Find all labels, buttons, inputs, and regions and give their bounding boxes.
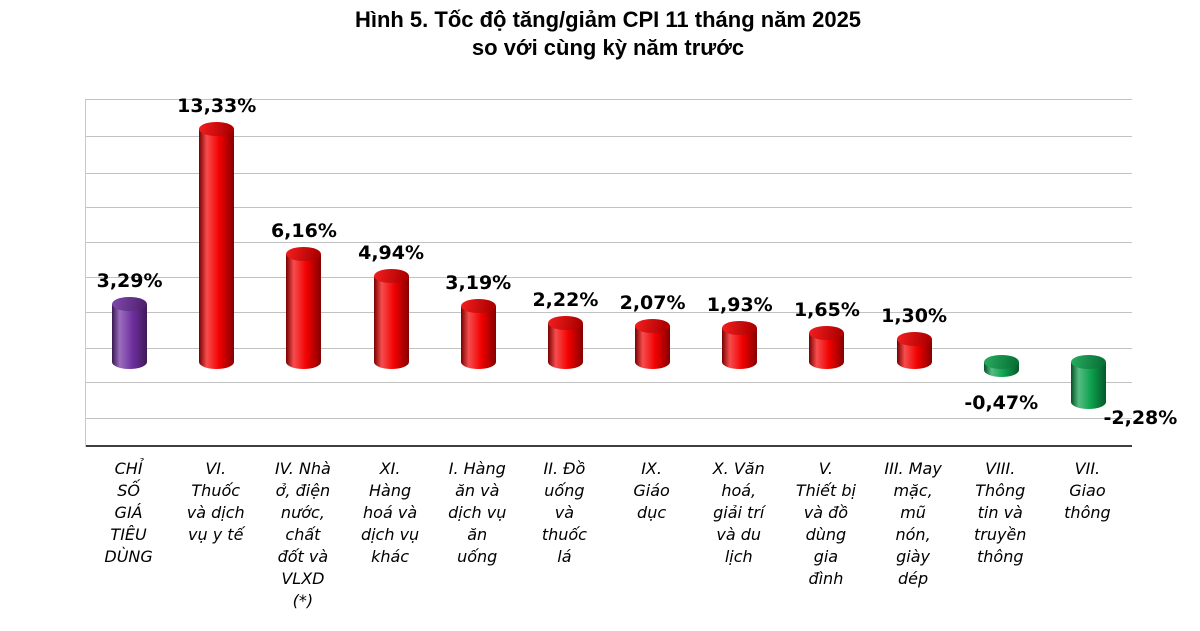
bar-value-label-2: 6,16%: [270, 220, 337, 243]
gridline: [86, 136, 1132, 137]
bar-top-cap: [722, 321, 758, 336]
bar-cylinder-2: [286, 254, 322, 362]
bar-cylinder-1: [199, 128, 235, 362]
category-label-3: XI. Hàng hoá và dịch vụ khác: [360, 459, 420, 566]
bar-top-cap: [809, 326, 845, 341]
category-label-10: VIII. Thông tin và truyền thông: [974, 459, 1027, 566]
category-label-7: X. Văn hoá, giải trí và du lịch: [712, 459, 765, 566]
bar-value-label-6: 2,07%: [619, 291, 686, 314]
category-label-5: II. Đồ uống và thuốc lá: [541, 459, 587, 566]
category-label-4: I. Hàng ăn và dịch vụ ăn uống: [448, 459, 507, 566]
bar-top-cap: [547, 316, 583, 331]
bar-value-label-7: 1,93%: [706, 294, 773, 317]
category-label-11: VII. Giao thông: [1064, 459, 1111, 522]
category-label-0: CHỈ SỐ GIÁ TIÊU DÙNG: [104, 459, 153, 566]
bar-value-label-0: 3,29%: [96, 270, 163, 293]
gridline: [86, 277, 1132, 278]
gridline: [86, 99, 1132, 100]
chart-title-line2: so với cùng kỳ năm trước: [471, 35, 745, 60]
gridline: [86, 382, 1132, 383]
gridline: [86, 312, 1132, 313]
chart-title-line1: Hình 5. Tốc độ tăng/giảm CPI 11 tháng nă…: [354, 7, 862, 32]
bar-value-label-4: 3,19%: [445, 272, 512, 295]
gridline: [86, 418, 1132, 419]
bar-top-cap: [635, 318, 671, 333]
bar-value-label-8: 1,65%: [793, 299, 860, 322]
bar-value-label-1: 13,33%: [177, 94, 257, 117]
bar-top-cap: [983, 355, 1019, 369]
bar-top-cap: [286, 247, 322, 262]
category-label-2: IV. Nhà ở, điện nước, chất đốt và VLXD (…: [274, 459, 331, 610]
bar-cylinder-4: [460, 306, 496, 362]
bar-top-cap: [1070, 355, 1106, 369]
bar-cylinder-0: [112, 304, 148, 362]
category-label-1: VI. Thuốc và dịch vụ y tế: [186, 459, 245, 544]
gridline: [86, 173, 1132, 174]
bar-cylinder-3: [373, 275, 409, 362]
bar-top-cap: [112, 297, 148, 312]
bar-value-label-10: -0,47%: [964, 392, 1039, 415]
bar-value-label-9: 1,30%: [881, 305, 948, 328]
bar-top-cap: [373, 268, 409, 283]
x-axis-line: [86, 445, 1132, 447]
bar-top-cap: [896, 332, 932, 347]
bar-value-label-5: 2,22%: [532, 289, 599, 312]
category-labels: CHỈ SỐ GIÁ TIÊU DÙNG VI. Thuốc và dịch vụ…: [85, 458, 1131, 628]
chart-title: Hình 5. Tốc độ tăng/giảm CPI 11 tháng nă…: [85, 6, 1131, 62]
plot-area: 3,29% 13,33% 6,16% 4,94% 3,19% 2,22% 2,07% 1,93…: [85, 94, 1177, 447]
gridline: [86, 348, 1132, 349]
category-label-8: V. Thiết bị và đồ dùng gia đình: [795, 459, 856, 588]
category-label-6: IX. Giáo dục: [633, 459, 670, 522]
bar-top-cap: [460, 299, 496, 314]
bar-top-cap: [199, 121, 235, 136]
gridline: [86, 207, 1132, 208]
gridline: [86, 242, 1132, 243]
category-label-9: III. May mặc, mũ nón, giày dép: [884, 459, 942, 588]
bar-value-label-11: -2,28%: [1103, 406, 1178, 429]
bar-value-label-3: 4,94%: [358, 241, 425, 264]
